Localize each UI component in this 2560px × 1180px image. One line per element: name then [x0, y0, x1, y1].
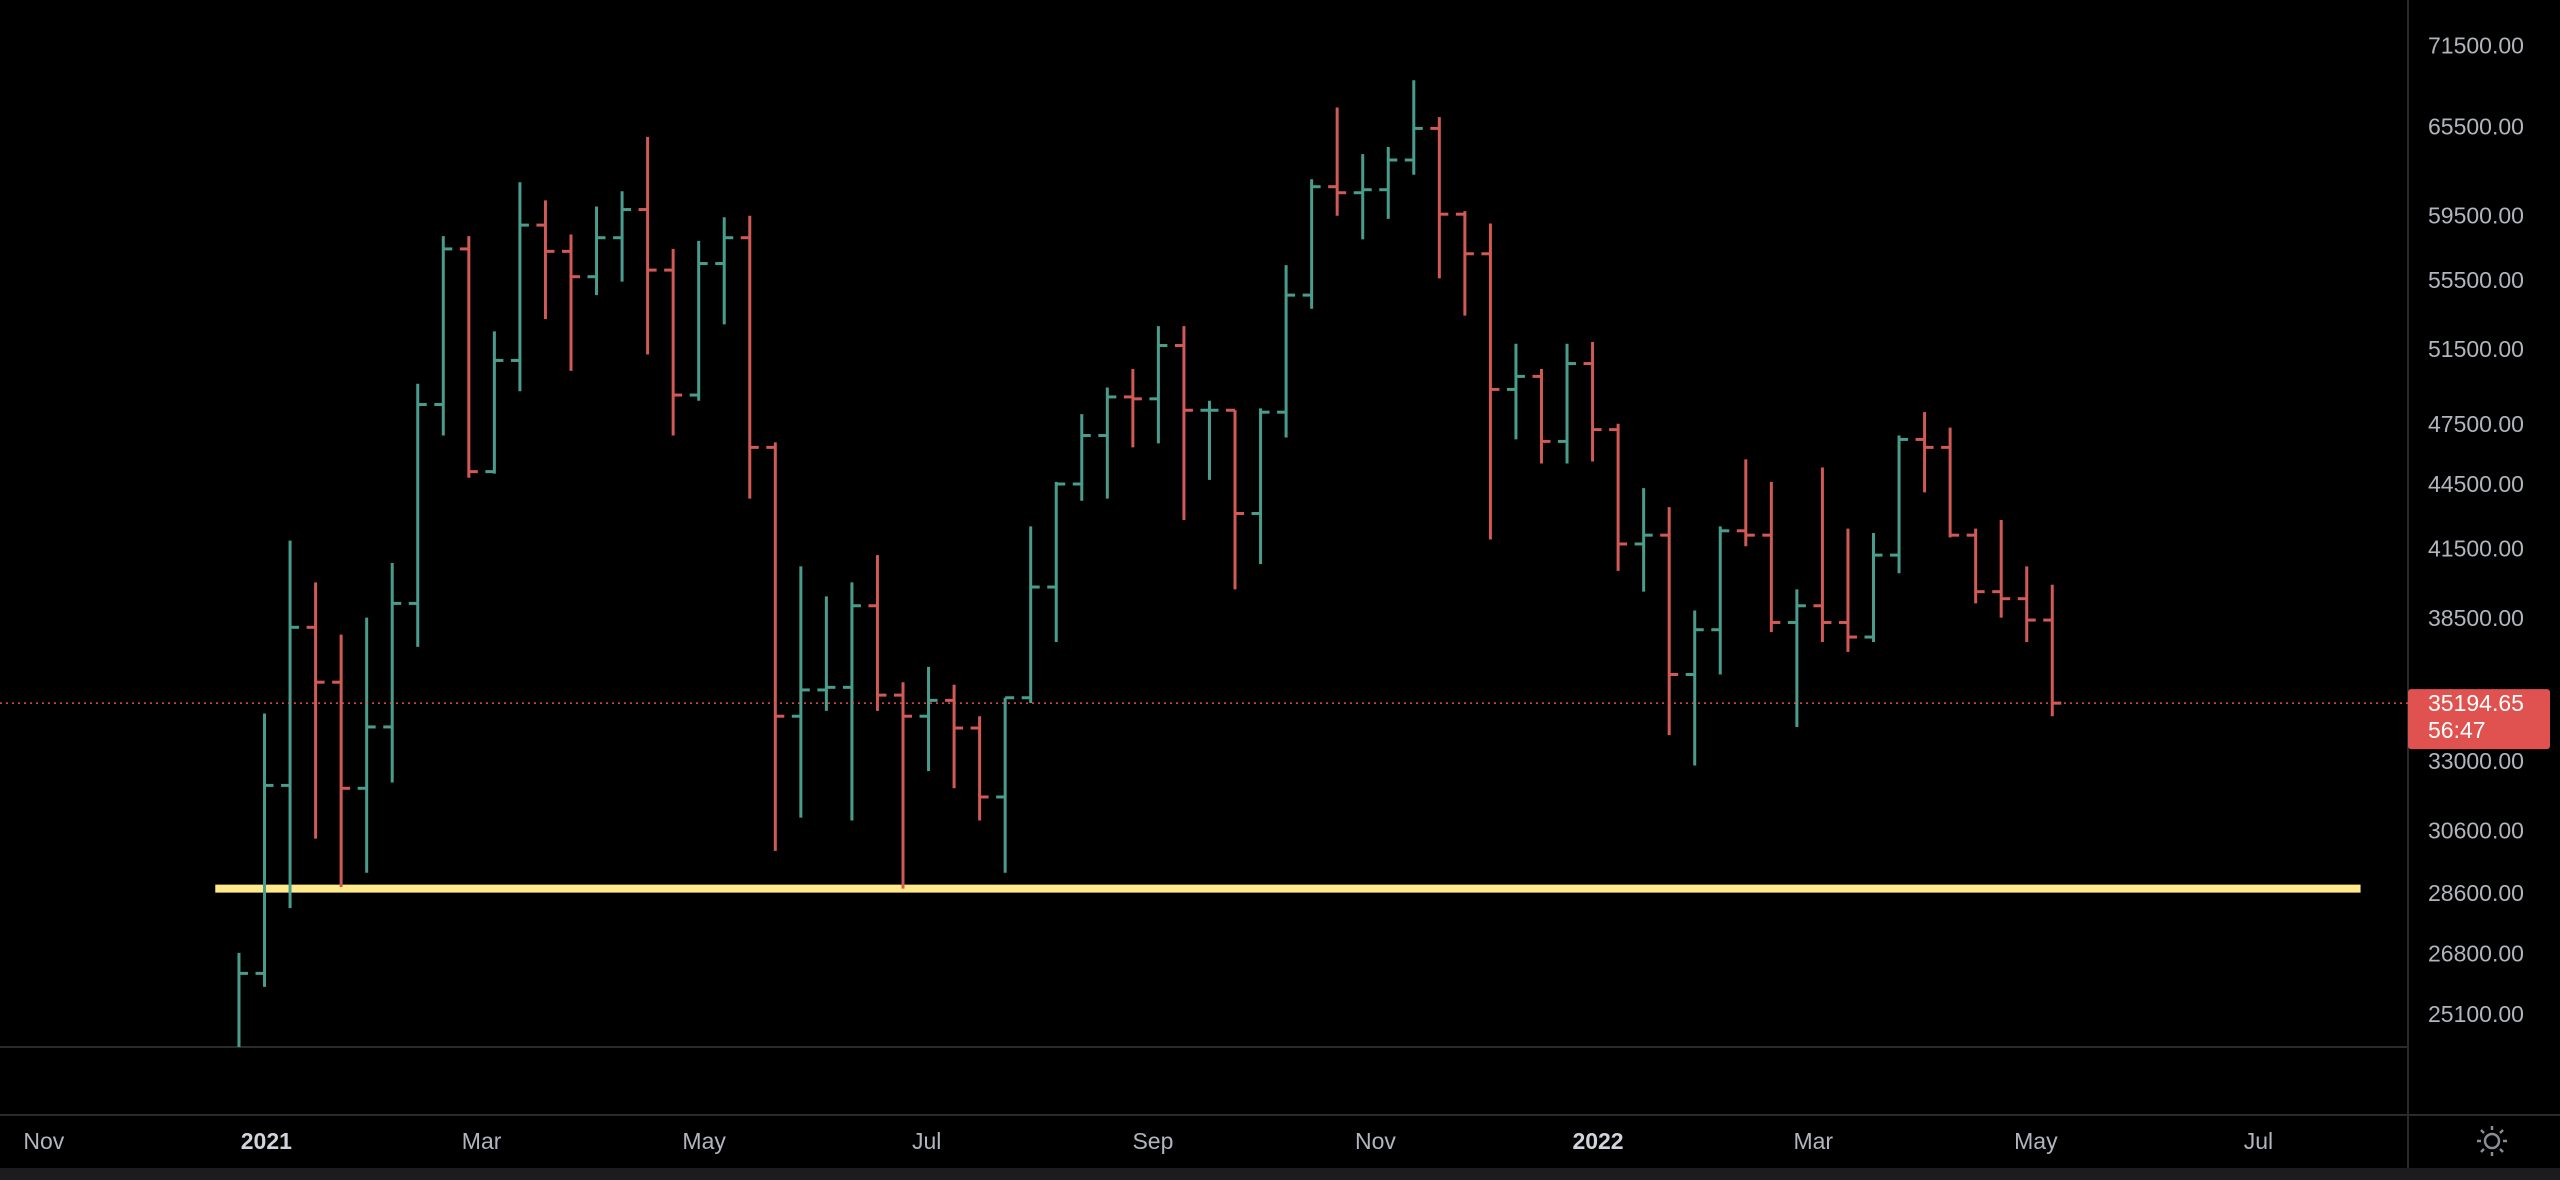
y-tick-label: 30600.00	[2428, 818, 2524, 844]
x-tick-label: 2021	[241, 1128, 292, 1154]
last-price-box	[2408, 689, 2550, 750]
y-tick-label: 33000.00	[2428, 748, 2524, 774]
x-tick-label: 2022	[1572, 1128, 1623, 1154]
last-price-label: 35194.65	[2428, 690, 2524, 716]
x-tick-label: May	[2014, 1128, 2058, 1154]
y-tick-label: 41500.00	[2428, 536, 2524, 562]
y-tick-label: 59500.00	[2428, 202, 2524, 228]
y-tick-label: 28600.00	[2428, 880, 2524, 906]
x-tick-label: Nov	[1355, 1128, 1396, 1154]
x-tick-label: Mar	[1793, 1128, 1833, 1154]
plot-area	[215, 80, 2361, 1047]
y-tick-label: 25100.00	[2428, 1001, 2524, 1027]
y-tick-label: 47500.00	[2428, 411, 2524, 437]
y-tick-label: 51500.00	[2428, 336, 2524, 362]
x-tick-label: Jul	[912, 1128, 941, 1154]
y-tick-label: 71500.00	[2428, 32, 2524, 58]
bottom-strip	[0, 1168, 2560, 1180]
y-tick-label: 38500.00	[2428, 605, 2524, 631]
x-tick-label: Mar	[462, 1128, 502, 1154]
y-tick-label: 65500.00	[2428, 113, 2524, 139]
y-tick-label: 26800.00	[2428, 940, 2524, 966]
x-tick-label: Nov	[23, 1128, 64, 1154]
x-tick-label: Sep	[1132, 1128, 1173, 1154]
y-tick-label: 55500.00	[2428, 267, 2524, 293]
y-tick-label: 44500.00	[2428, 471, 2524, 497]
settings-icon[interactable]	[2477, 1126, 2507, 1156]
countdown-label: 56:47	[2428, 717, 2486, 743]
x-tick-label: Jul	[2244, 1128, 2273, 1154]
x-tick-label: May	[682, 1128, 726, 1154]
